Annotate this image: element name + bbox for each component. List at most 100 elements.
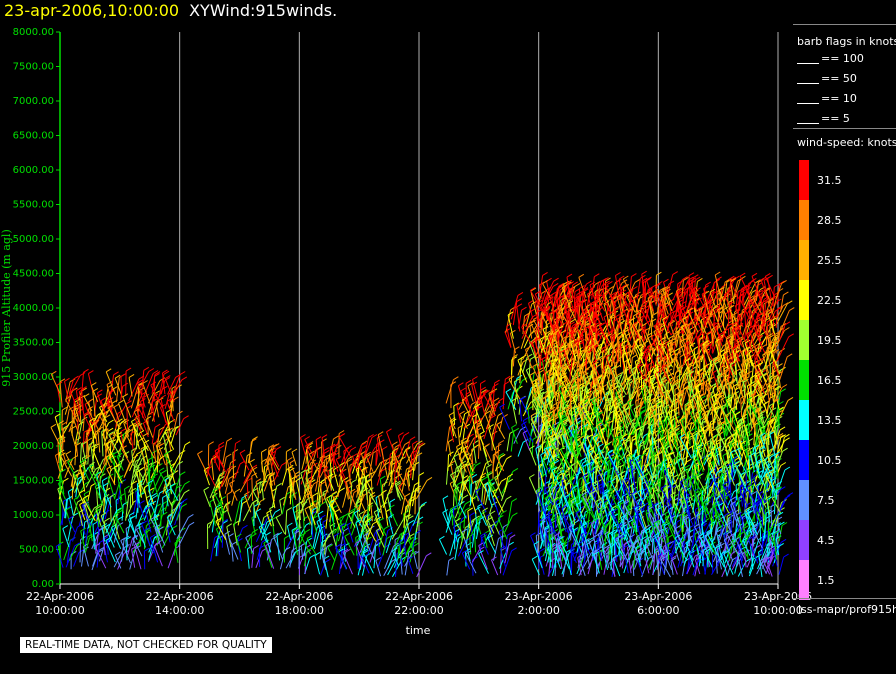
- wind-barb-flag: [109, 493, 116, 498]
- wind-barb: [78, 512, 83, 527]
- wind-barb: [233, 524, 238, 546]
- wind-barb-flag: [219, 475, 225, 480]
- wind-barb-flag: [67, 458, 73, 463]
- wind-barb: [331, 447, 335, 465]
- wind-barb-flag: [484, 443, 490, 448]
- wind-barb-flag: [98, 526, 105, 531]
- wind-barb: [133, 545, 142, 570]
- wind-barb: [376, 530, 385, 548]
- wind-barb: [297, 524, 307, 541]
- wind-barb-flag: [235, 440, 241, 444]
- wind-barb: [255, 550, 263, 569]
- wind-barb-flag: [380, 475, 386, 480]
- wind-barb: [178, 525, 190, 547]
- wind-barb: [506, 433, 511, 452]
- wind-barb-flag: [631, 273, 637, 278]
- wind-barb: [90, 385, 99, 402]
- wind-barb-flag: [83, 490, 90, 495]
- wind-barb: [491, 559, 499, 576]
- wind-barb: [75, 440, 79, 457]
- wind-barb-flag: [68, 406, 75, 410]
- wind-barb-flag: [479, 430, 485, 435]
- wind-barb: [316, 521, 324, 539]
- wind-barb-flag: [252, 436, 258, 441]
- wind-barb-flag: [154, 372, 160, 377]
- wind-barb-flag: [58, 479, 64, 484]
- wind-barb-flag: [325, 535, 331, 540]
- wind-barb-flag: [66, 496, 72, 500]
- wind-barb-flag: [539, 547, 545, 552]
- wind-barb: [68, 545, 78, 561]
- wind-barb-flag: [517, 356, 524, 361]
- wind-barb: [83, 498, 89, 519]
- wind-barb: [375, 530, 381, 556]
- wind-barb: [82, 522, 86, 542]
- wind-barb: [150, 396, 154, 415]
- wind-barb: [60, 422, 71, 439]
- wind-barb-flag: [516, 298, 523, 303]
- wind-barb: [80, 530, 86, 550]
- wind-barb-flag: [426, 476, 433, 481]
- wind-barb: [148, 483, 152, 500]
- wind-barb-flag: [109, 431, 116, 436]
- y-tick-label: 5500.00: [13, 200, 54, 211]
- wind-barb: [50, 374, 61, 394]
- wind-barb: [114, 514, 125, 534]
- wind-barb: [176, 506, 183, 521]
- wind-barb: [247, 439, 254, 463]
- wind-barb: [124, 488, 127, 505]
- wind-barb: [128, 378, 140, 402]
- wind-barb-flag: [134, 541, 140, 546]
- wind-barb: [239, 469, 253, 493]
- wind-barb: [243, 467, 253, 484]
- wind-barb: [133, 411, 144, 432]
- wind-barb-flag: [594, 273, 600, 278]
- wind-barb-flag: [106, 440, 112, 445]
- wind-barb-flag: [217, 480, 224, 485]
- wind-barb: [60, 472, 65, 495]
- wind-barb: [108, 434, 121, 458]
- wind-barb-flag: [122, 393, 129, 398]
- wind-barb: [416, 555, 427, 578]
- wind-barb: [269, 482, 275, 502]
- wind-barb-flag: [304, 436, 310, 440]
- wind-barb: [152, 389, 163, 412]
- wind-barb-flag: [130, 487, 137, 492]
- wind-barb-flag: [516, 374, 523, 379]
- wind-barb-flag: [188, 521, 195, 526]
- wind-barb-flag: [346, 458, 353, 463]
- wind-barb-flag: [347, 455, 354, 460]
- wind-barb-flag: [255, 478, 262, 483]
- wind-barb-flag: [105, 523, 111, 528]
- wind-barb-flag: [460, 387, 466, 392]
- wind-barb: [310, 465, 313, 488]
- wind-barb: [215, 528, 223, 543]
- wind-barb: [151, 453, 156, 478]
- wind-barb: [79, 443, 82, 464]
- wind-barb: [217, 483, 224, 505]
- wind-barb: [128, 515, 136, 534]
- wind-barb: [129, 548, 136, 570]
- wind-barb-flag: [300, 469, 307, 474]
- wind-barb-flag: [231, 541, 237, 546]
- wind-barb: [339, 472, 351, 493]
- wind-barb: [99, 415, 109, 432]
- wind-barb-flag: [286, 507, 292, 512]
- wind-barb-flag: [315, 436, 322, 441]
- wind-barb: [172, 374, 181, 394]
- wind-barb-flag: [225, 453, 232, 458]
- wind-barb-flag: [94, 471, 100, 476]
- wind-barb: [335, 459, 346, 479]
- wind-barb-flag: [498, 440, 505, 444]
- wind-barb-flag: [331, 443, 338, 448]
- wind-barb: [163, 454, 176, 474]
- wind-barb-flag: [237, 537, 243, 542]
- wind-barb-flag: [448, 411, 455, 416]
- wind-barb-flag: [163, 370, 170, 375]
- wind-barb: [147, 393, 156, 415]
- wind-barb: [300, 535, 312, 555]
- wind-barb-flag: [104, 517, 110, 522]
- x-tick-date: 23-Apr-2006: [624, 590, 692, 603]
- wind-barb: [310, 450, 317, 471]
- wind-barb: [335, 546, 347, 570]
